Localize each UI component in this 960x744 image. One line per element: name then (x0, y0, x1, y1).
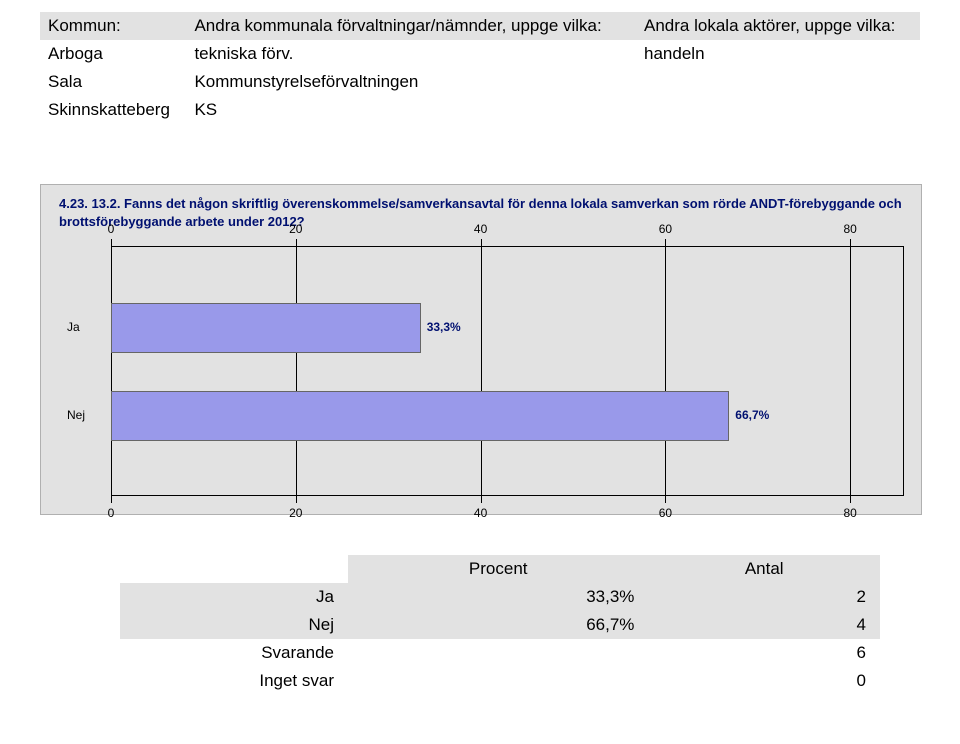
summary-row-count: 6 (648, 639, 880, 667)
top-table-cell: handeln (636, 40, 920, 68)
summary-row-percent: 33,3% (348, 583, 648, 611)
x-tick-label: 60 (659, 222, 672, 236)
summary-row-percent: 66,7% (348, 611, 648, 639)
summary-row-label: Inget svar (120, 667, 348, 695)
y-tick-label: Nej (67, 408, 85, 422)
summary-row-label: Svarande (120, 639, 348, 667)
top-table-cell: KS (186, 96, 636, 124)
x-tick-label: 20 (289, 506, 302, 520)
summary-row-label: Nej (120, 611, 348, 639)
x-tick-label: 0 (108, 506, 115, 520)
x-tick-label: 80 (844, 506, 857, 520)
summary-row-percent (348, 667, 648, 695)
summary-header-count: Antal (648, 555, 880, 583)
x-tick-label: 0 (108, 222, 115, 236)
top-table-cell: Sala (40, 68, 186, 96)
summary-table: Procent Antal Ja33,3%2 Nej66,7%4 Svarande 6… (120, 555, 880, 695)
summary-row-label: Ja (120, 583, 348, 611)
top-table-cell (636, 96, 920, 124)
summary-header-percent: Procent (348, 555, 648, 583)
y-tick-label: Ja (67, 320, 80, 334)
chart-bar-value: 66,7% (735, 408, 769, 422)
x-tick-label: 60 (659, 506, 672, 520)
top-table-cell: Arboga (40, 40, 186, 68)
x-tick-label: 40 (474, 506, 487, 520)
summary-row-count: 2 (648, 583, 880, 611)
top-table-header: Kommun: (40, 12, 186, 40)
x-tick-label: 40 (474, 222, 487, 236)
x-tick-label: 80 (844, 222, 857, 236)
top-table-header: Andra lokala aktörer, uppge vilka: (636, 12, 920, 40)
top-table-cell (636, 68, 920, 96)
top-table: Kommun: Andra kommunala förvaltningar/nä… (40, 12, 920, 124)
top-table-cell: tekniska förv. (186, 40, 636, 68)
summary-row-percent (348, 639, 648, 667)
chart-bar-value: 33,3% (427, 320, 461, 334)
chart-bar (111, 303, 421, 353)
summary-row-count: 0 (648, 667, 880, 695)
survey-chart: 4.23. 13.2. Fanns det någon skriftlig öv… (40, 184, 922, 515)
summary-row-count: 4 (648, 611, 880, 639)
top-table-cell: Skinnskatteberg (40, 96, 186, 124)
chart-bar (111, 391, 729, 441)
top-table-header: Andra kommunala förvaltningar/nämnder, u… (186, 12, 636, 40)
top-table-cell: Kommunstyrelseförvaltningen (186, 68, 636, 96)
chart-plot: 002020404060608080 33,3%Ja66,7%Nej (111, 246, 903, 496)
x-tick-label: 20 (289, 222, 302, 236)
